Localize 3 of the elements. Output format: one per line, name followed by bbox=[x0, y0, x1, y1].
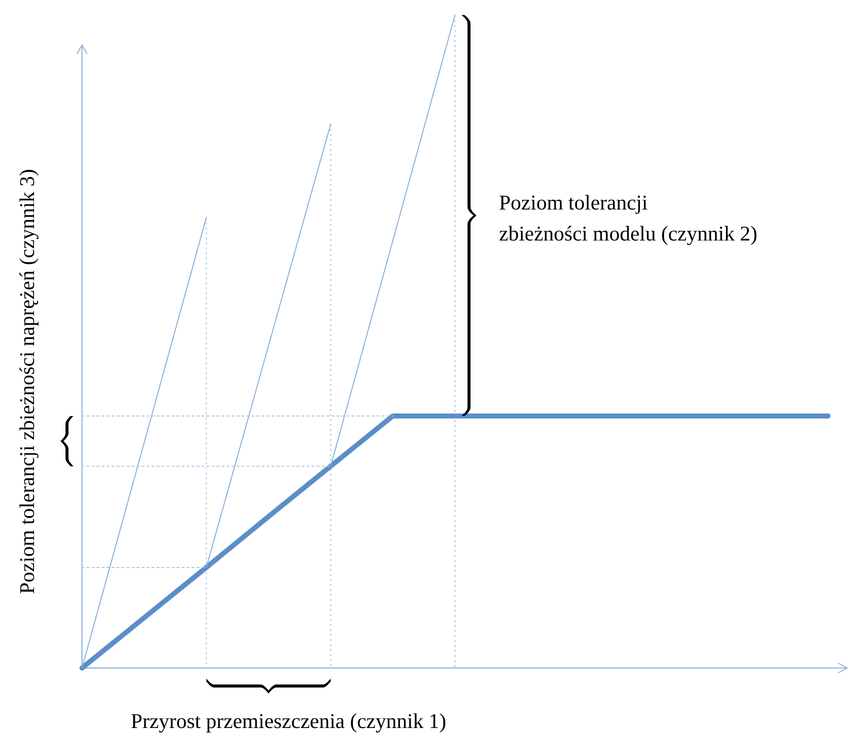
annotation: Poziom tolerancji zbieżności modelu (czynnik 2) bbox=[499, 190, 758, 246]
y-axis-title: Poziom tolerancji zbieżności naprężeń (czynnik 3) bbox=[15, 168, 39, 594]
x-axis-title: Przyrost przemieszczenia (czynnik 1) bbox=[130, 709, 446, 733]
